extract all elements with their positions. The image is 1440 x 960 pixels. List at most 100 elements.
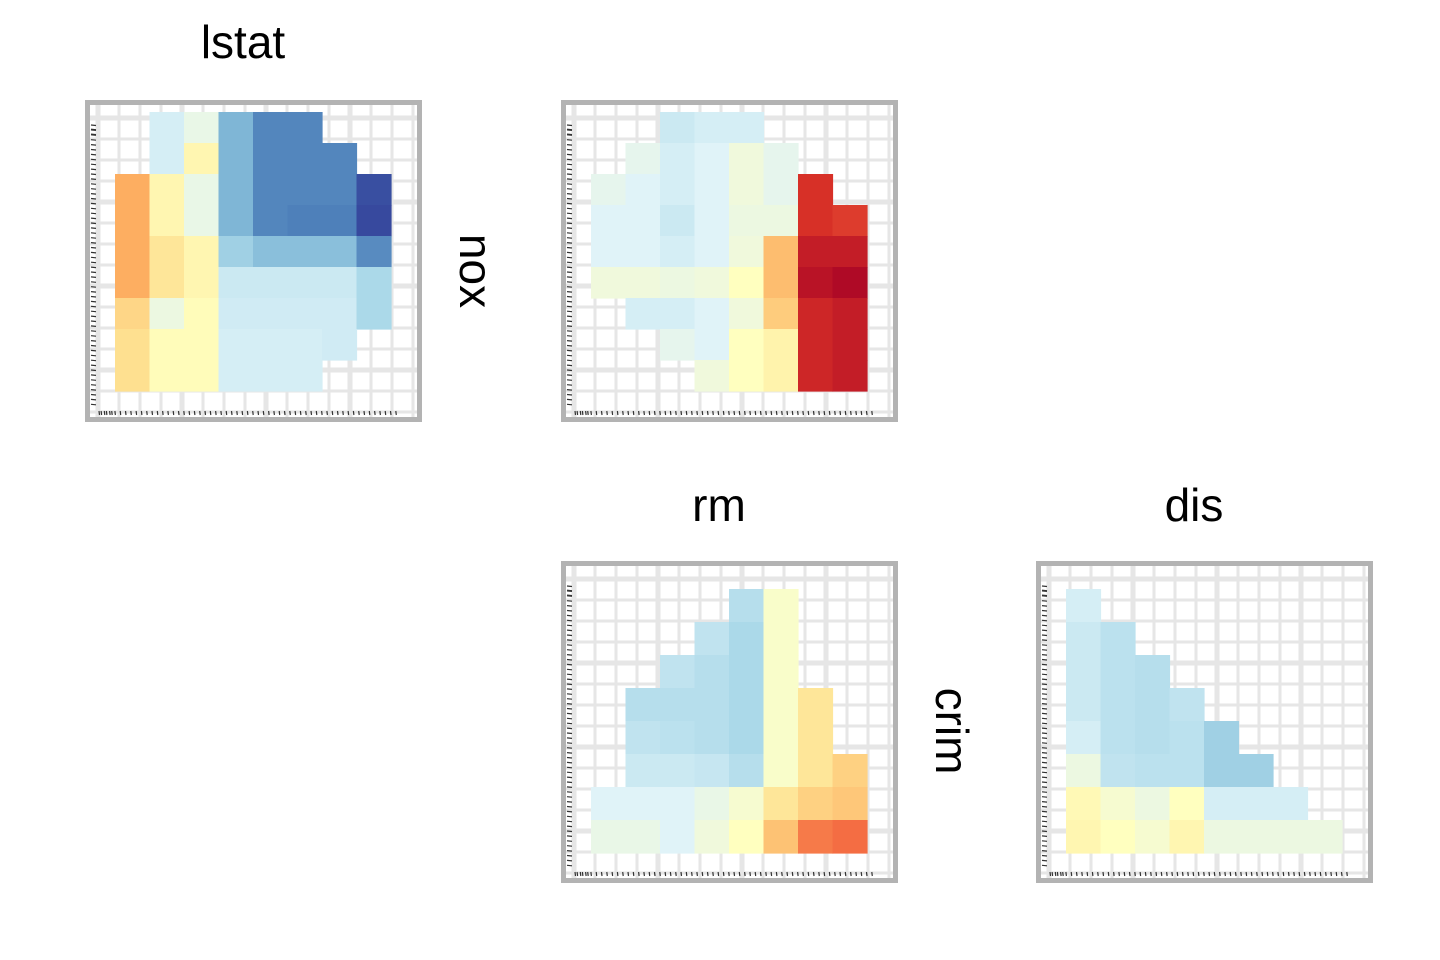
heatmap-cell bbox=[218, 205, 254, 237]
rug-tick-y bbox=[90, 251, 97, 254]
rug-tick-x bbox=[828, 871, 831, 877]
rug-tick-x bbox=[342, 410, 344, 416]
panel-frame bbox=[561, 100, 898, 422]
rug-tick-y bbox=[566, 693, 573, 695]
rug-tick-x bbox=[1203, 871, 1205, 877]
rug-tick-y bbox=[566, 600, 573, 602]
rug-tick-x bbox=[850, 871, 852, 877]
heatmap-cell bbox=[660, 655, 696, 689]
rug-tick-y bbox=[1041, 766, 1048, 769]
rug-tick-y bbox=[566, 815, 573, 818]
rug-tick-x bbox=[1113, 871, 1115, 877]
rug-tick-y bbox=[566, 796, 573, 798]
heatmap-cell bbox=[798, 205, 834, 237]
rug-tick-x bbox=[1166, 871, 1168, 877]
rug-tick-x bbox=[871, 871, 873, 877]
rug-tick-y bbox=[566, 590, 573, 592]
rug-tick-x bbox=[627, 410, 630, 416]
heatmap-cell bbox=[1066, 655, 1102, 689]
rug-tick-y bbox=[566, 614, 573, 617]
rug-tick-x bbox=[204, 410, 207, 416]
heatmap-cell bbox=[1066, 787, 1102, 821]
heatmap-cell bbox=[591, 205, 627, 237]
rug-tick-y bbox=[90, 384, 97, 386]
heatmap-cell bbox=[625, 143, 661, 175]
rug-tick-x bbox=[590, 871, 592, 877]
rug-tick-x bbox=[1314, 871, 1317, 877]
rug-tick-x bbox=[600, 410, 603, 416]
rug-tick-x bbox=[177, 410, 180, 416]
rug-tick-y bbox=[566, 359, 573, 362]
rug-tick-x bbox=[648, 871, 651, 877]
heatmap-cell bbox=[694, 205, 730, 237]
heatmap-cell bbox=[1066, 688, 1102, 722]
rug-tick-y bbox=[90, 266, 97, 269]
rug-tick-x bbox=[622, 410, 624, 416]
rug-tick-y bbox=[566, 315, 573, 318]
heatmap-cell bbox=[115, 174, 151, 206]
heatmap-cell bbox=[763, 205, 799, 237]
rug-tick-x bbox=[638, 871, 640, 877]
rug-tick-y bbox=[566, 722, 573, 725]
rug-tick-x bbox=[611, 410, 614, 416]
rug-tick-y bbox=[90, 124, 97, 127]
rug-tick-x bbox=[1303, 871, 1306, 877]
heatmap-cell bbox=[1169, 721, 1205, 755]
rug-tick-x bbox=[579, 871, 582, 877]
heatmap-cell bbox=[832, 267, 868, 299]
heatmap-cell bbox=[660, 174, 696, 206]
rug-tick-x bbox=[1139, 871, 1142, 877]
rug-tick-x bbox=[791, 410, 794, 416]
rug-tick-y bbox=[566, 129, 573, 131]
heatmap-cell bbox=[625, 820, 661, 854]
heatmap-cell bbox=[798, 329, 834, 361]
rug-tick-x bbox=[643, 410, 645, 416]
heatmap-cell bbox=[832, 298, 868, 330]
rug-tick-x bbox=[183, 410, 185, 416]
heatmap-panel-rm-crim bbox=[561, 561, 898, 883]
rug-tick-y bbox=[566, 158, 573, 161]
rug-tick-y bbox=[1041, 786, 1048, 788]
rug-tick-y bbox=[1041, 761, 1048, 764]
heatmap-cell bbox=[1135, 820, 1171, 854]
heatmap-cell bbox=[763, 655, 799, 689]
rug-tick-y bbox=[1041, 663, 1048, 666]
rug-tick-x bbox=[225, 410, 228, 416]
rug-tick-y bbox=[90, 393, 97, 396]
heatmap-cell bbox=[729, 589, 765, 623]
heatmap-cell bbox=[729, 688, 765, 722]
rug-tick-x bbox=[1192, 871, 1195, 877]
rug-tick-y bbox=[1041, 654, 1048, 656]
rug-tick-y bbox=[1041, 791, 1048, 793]
axis-rug bbox=[566, 585, 873, 877]
rug-tick-y bbox=[566, 403, 573, 406]
rug-tick-x bbox=[696, 410, 698, 416]
rug-tick-x bbox=[1224, 871, 1226, 877]
rug-tick-x bbox=[321, 410, 323, 416]
rug-tick-x bbox=[616, 410, 619, 416]
rug-tick-x bbox=[744, 871, 746, 877]
heatmap-cell bbox=[1100, 622, 1136, 656]
rug-tick-x bbox=[812, 410, 815, 416]
rug-tick-y bbox=[566, 737, 573, 739]
rug-tick-y bbox=[1041, 693, 1048, 695]
heatmap-cell bbox=[149, 360, 185, 392]
rug-tick-x bbox=[728, 871, 730, 877]
rug-tick-y bbox=[90, 188, 97, 190]
rug-tick-x bbox=[812, 871, 815, 877]
rug-tick-y bbox=[566, 173, 573, 176]
rug-tick-x bbox=[336, 410, 339, 416]
rug-tick-y bbox=[566, 732, 573, 735]
rug-tick-x bbox=[653, 410, 656, 416]
heatmap-cell bbox=[798, 721, 834, 755]
heatmap-cell bbox=[729, 820, 765, 854]
rug-tick-x bbox=[680, 410, 683, 416]
rug-tick-y bbox=[566, 605, 573, 607]
rug-tick-x bbox=[691, 871, 693, 877]
rug-tick-x bbox=[368, 410, 371, 416]
rug-tick-y bbox=[1041, 673, 1048, 676]
rug-tick-y bbox=[566, 589, 573, 592]
rug-tick-x bbox=[744, 410, 746, 416]
rug-tick-y bbox=[90, 295, 97, 298]
rug-tick-x bbox=[1340, 871, 1343, 877]
